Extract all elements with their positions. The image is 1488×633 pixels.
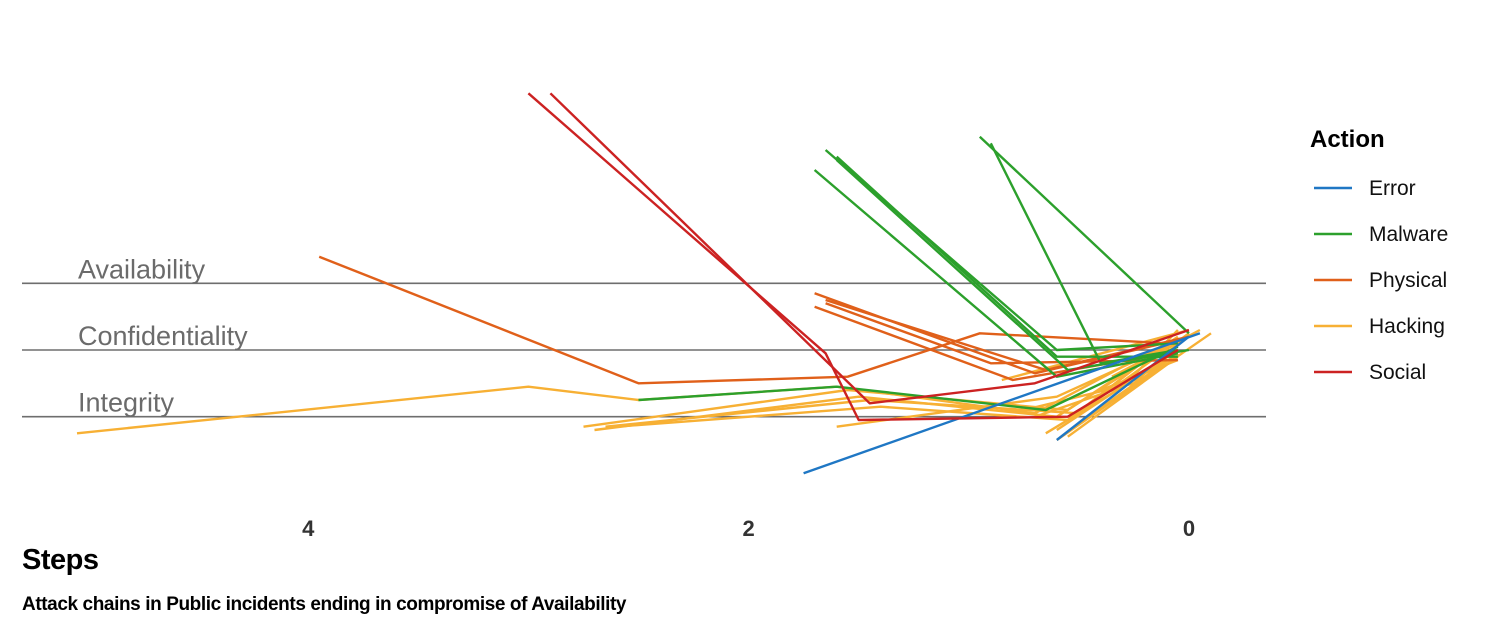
chain-line-social: [549, 92, 1190, 405]
legend-title: Action: [1310, 126, 1385, 153]
chain-line-error: [1056, 335, 1190, 441]
chain-line-physical: [825, 298, 1190, 372]
legend: Action Error Malware Physical Hacking Social: [1310, 126, 1448, 384]
chain-line-malware: [989, 142, 1179, 365]
chain-lines: [76, 92, 1212, 475]
chain-line-malware: [835, 159, 1190, 372]
chain-line-physical: [318, 255, 1167, 385]
chain-line-social: [527, 92, 1179, 422]
x-tick-label: 0: [1183, 516, 1195, 541]
band-labels: Availability Confidentiality Integrity: [78, 254, 248, 417]
band-label-confidentiality: Confidentiality: [78, 321, 248, 351]
chart-subtitle: Attack chains in Public incidents ending…: [22, 594, 627, 615]
legend-label-error: Error: [1369, 177, 1416, 200]
legend-label-social: Social: [1369, 361, 1426, 384]
x-axis-title: Steps: [22, 544, 99, 576]
chain-line-malware: [978, 135, 1190, 335]
chain-line-error: [803, 332, 1201, 475]
x-tick-label: 2: [742, 516, 754, 541]
x-tick-labels: 4 2 0: [302, 516, 1195, 541]
chain-line-malware: [824, 149, 1178, 352]
legend-label-hacking: Hacking: [1369, 315, 1445, 338]
band-label-availability: Availability: [78, 254, 206, 284]
legend-label-malware: Malware: [1369, 223, 1448, 246]
chain-line-malware: [638, 345, 1179, 412]
band-label-integrity: Integrity: [78, 388, 175, 418]
x-tick-label: 4: [302, 516, 315, 541]
chain-line-hacking: [605, 332, 1190, 428]
chain-line-hacking: [1078, 352, 1179, 425]
legend-label-physical: Physical: [1369, 269, 1447, 292]
